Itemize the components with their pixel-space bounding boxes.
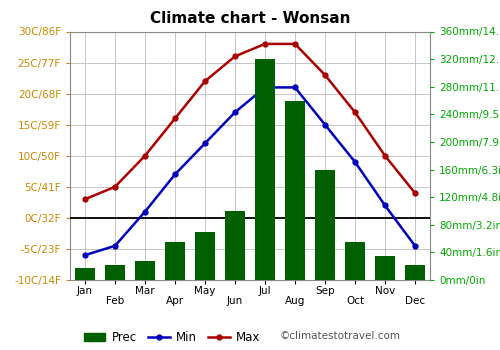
Bar xyxy=(165,242,185,280)
Bar xyxy=(285,100,305,280)
Text: Sep: Sep xyxy=(315,286,335,296)
Text: Dec: Dec xyxy=(405,296,425,306)
Bar xyxy=(375,256,395,280)
Text: Jun: Jun xyxy=(227,296,243,306)
Bar xyxy=(256,59,275,280)
Title: Climate chart - Wonsan: Climate chart - Wonsan xyxy=(150,11,350,26)
Text: Mar: Mar xyxy=(135,286,155,296)
Bar xyxy=(345,242,365,280)
Text: Aug: Aug xyxy=(285,296,305,306)
Text: ©climatestotravel.com: ©climatestotravel.com xyxy=(280,331,401,341)
Bar xyxy=(405,265,425,280)
Text: Apr: Apr xyxy=(166,296,184,306)
Text: Oct: Oct xyxy=(346,296,364,306)
Bar xyxy=(135,261,155,280)
Text: Jul: Jul xyxy=(258,286,272,296)
Bar xyxy=(316,169,335,280)
Text: Jan: Jan xyxy=(77,286,93,296)
Text: May: May xyxy=(194,286,216,296)
Bar xyxy=(225,211,245,280)
Text: Feb: Feb xyxy=(106,296,124,306)
Text: Nov: Nov xyxy=(375,286,395,296)
Legend: Prec, Min, Max: Prec, Min, Max xyxy=(80,326,264,349)
Bar xyxy=(195,232,215,280)
Bar xyxy=(105,265,125,280)
Bar xyxy=(75,267,95,280)
